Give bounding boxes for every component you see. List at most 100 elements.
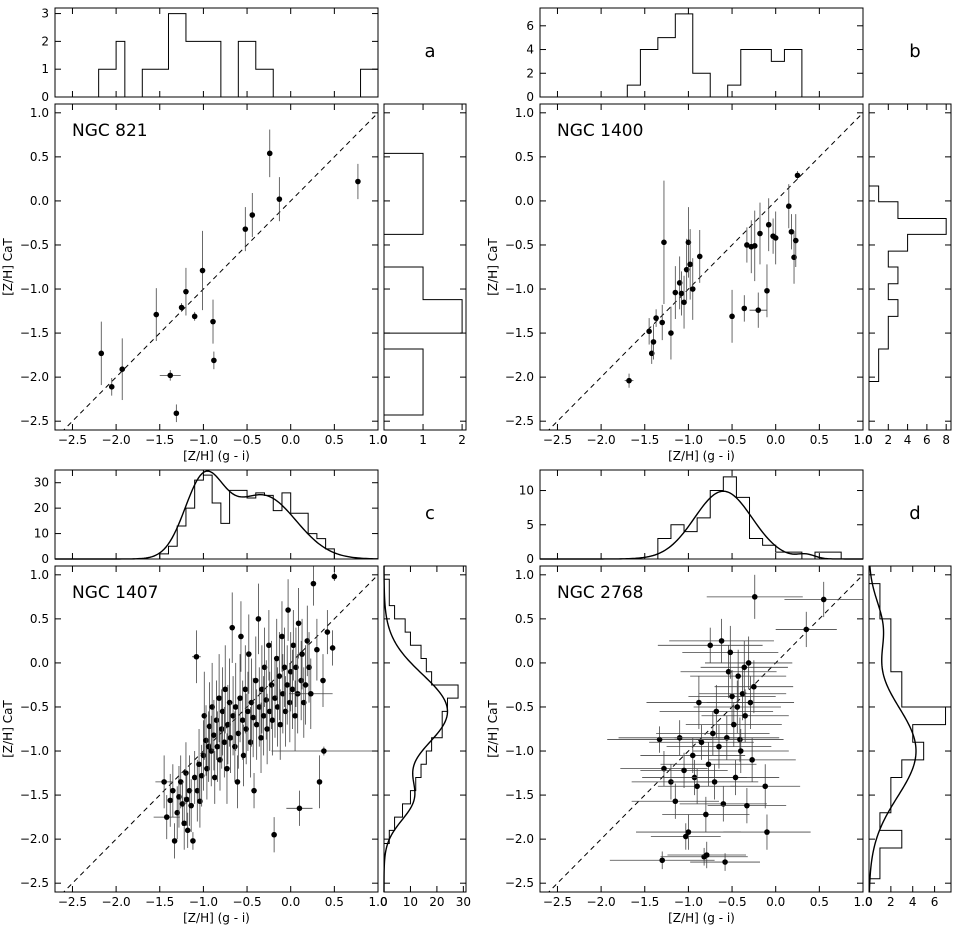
top-hist-y-tick-label: 4 (526, 43, 534, 57)
panel-d: −2.5 −2.0 −1.5 −1.0 −0.5 0.0 0.5 1.0 −2.5 −2.0 −1.… (486, 469, 952, 925)
data-point (167, 372, 174, 379)
right-fit-curve (383, 565, 449, 893)
data-point (251, 787, 257, 794)
data-point (285, 607, 291, 613)
main-axes-frame (54, 103, 379, 431)
data-point (716, 743, 722, 750)
data-point (788, 228, 795, 235)
panel-b: −2.5 −2.0 −1.5 −1.0 −0.5 0.0 0.5 1.0 −2.5 −2.0 −1.… (486, 7, 952, 463)
top-hist-frame (54, 469, 379, 560)
y-tick-label: −2.5 (505, 414, 534, 428)
x-tick-label: 1.0 (853, 433, 872, 447)
right-hist-x-tick-label: 20 (429, 895, 444, 909)
data-point (626, 377, 632, 384)
y-tick-label: −1.0 (20, 282, 49, 296)
data-point (705, 761, 712, 768)
panel-letter: a (424, 41, 435, 62)
data-point (707, 642, 714, 649)
data-point (295, 620, 302, 627)
y-tick-label: −2.5 (505, 876, 534, 890)
right-hist-x-tick-label: 0 (380, 895, 388, 909)
y-tick-label: 0.0 (30, 194, 49, 208)
x-tick-label: −2.0 (587, 895, 616, 909)
x-tick-label: −0.5 (717, 895, 746, 909)
data-point (696, 253, 703, 260)
data-point (232, 743, 238, 750)
y-tick-label: −2.0 (20, 370, 49, 384)
data-point (696, 699, 702, 706)
one-to-one-line (63, 112, 378, 430)
data-point (173, 410, 180, 417)
data-point (226, 699, 233, 706)
y-tick-label: −1.5 (505, 788, 534, 802)
data-point (277, 721, 284, 728)
data-point (307, 690, 314, 697)
data-point (171, 838, 178, 844)
y-tick-label: 1.0 (515, 106, 534, 120)
data-point (302, 682, 309, 688)
top-hist-y-tick-label: 0 (526, 552, 534, 566)
data-point (659, 319, 666, 326)
data-point (732, 774, 739, 781)
y-tick-label: −1.0 (505, 282, 534, 296)
data-point (764, 829, 770, 835)
data-point (242, 226, 249, 232)
y-tick-label: −1.5 (20, 326, 49, 340)
data-point (279, 633, 285, 640)
data-point (163, 814, 170, 820)
data-point (321, 748, 327, 754)
right-hist-x-tick-label: 2 (458, 433, 466, 447)
x-axis-label: [Z/H] (g - i) (668, 911, 735, 925)
data-point (772, 235, 779, 241)
x-tick-label: −2.0 (102, 895, 131, 909)
right-hist-x-tick-label: 0 (380, 433, 388, 447)
data-point (253, 721, 260, 728)
data-point (742, 712, 748, 719)
data-point (227, 735, 234, 741)
top-hist-frame (54, 7, 379, 98)
data-point (191, 774, 198, 781)
right-hist-x-tick-label: 4 (904, 433, 912, 447)
y-tick-label: 0.0 (515, 194, 534, 208)
right-hist-x-tick-label: 10 (403, 895, 418, 909)
data-point (687, 261, 693, 268)
one-to-one-line (63, 574, 378, 892)
data-point (266, 642, 272, 649)
data-point (703, 852, 710, 858)
data-point (200, 752, 207, 759)
data-point (167, 797, 174, 804)
right-hist-x-tick-label: 8 (942, 433, 950, 447)
y-tick-label: 0.0 (515, 656, 534, 670)
data-point (232, 704, 239, 710)
y-tick-label: 0.5 (515, 150, 534, 164)
data-point (751, 243, 758, 249)
data-point (735, 673, 741, 679)
top-hist-y-tick-label: 30 (34, 476, 49, 490)
top-fit-curve (55, 470, 379, 560)
data-point (245, 708, 251, 715)
data-point (734, 704, 741, 710)
top-hist-frame (539, 7, 864, 98)
data-point (184, 796, 190, 803)
x-tick-label: −0.5 (232, 895, 261, 909)
data-point (661, 239, 667, 246)
data-point (199, 267, 206, 274)
data-point (682, 833, 689, 840)
data-point (246, 651, 252, 657)
data-point (281, 664, 288, 671)
data-point (196, 761, 202, 768)
data-point (210, 318, 216, 325)
data-point (269, 717, 276, 723)
right-hist-frame (868, 103, 952, 431)
data-point (276, 673, 283, 679)
data-point (170, 787, 176, 794)
x-tick-label: 1.0 (853, 895, 872, 909)
data-point (316, 779, 323, 785)
top-hist-y-tick-label: 5 (526, 518, 534, 532)
galaxy-name: NGC 821 (72, 121, 148, 141)
data-point (718, 638, 725, 644)
data-point (803, 626, 810, 633)
data-point (98, 350, 105, 357)
right-hist-x-tick-label: 4 (909, 895, 917, 909)
main-axes-frame (54, 565, 379, 893)
